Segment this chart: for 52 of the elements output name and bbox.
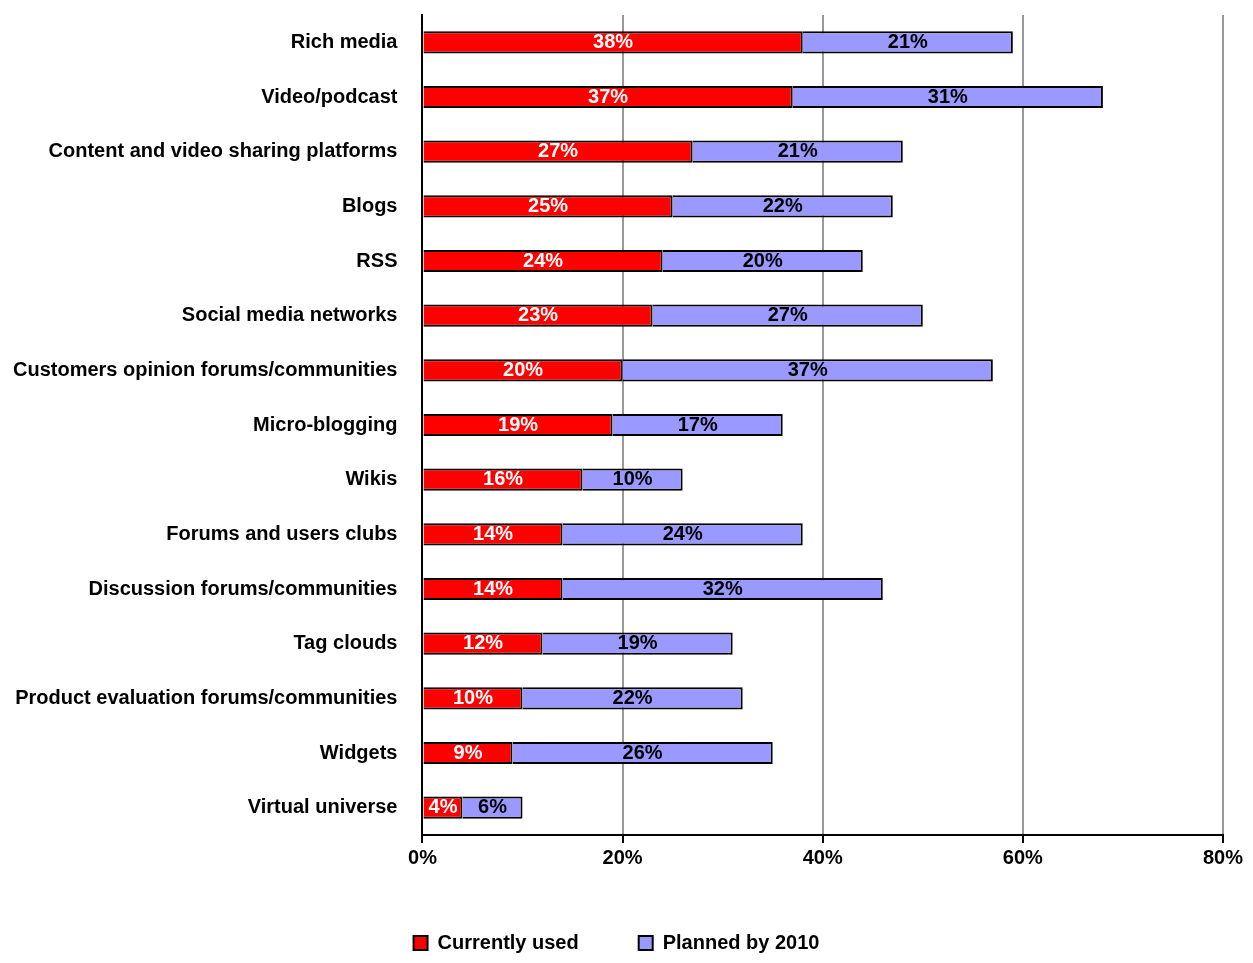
data-label: 23% <box>518 303 559 326</box>
data-label: 31% <box>927 84 969 107</box>
data-label: 19% <box>498 412 539 435</box>
y-tick-label: Widgets <box>319 740 398 763</box>
data-label: 21% <box>777 139 818 162</box>
y-tick-label: Product evaluation forums/communities <box>15 685 398 708</box>
data-label: 6% <box>478 795 508 818</box>
data-label: 20% <box>503 357 544 380</box>
x-tick-label: 0% <box>408 845 438 868</box>
data-label: 37% <box>588 84 629 107</box>
y-tick-label: Forums and users clubs <box>166 521 398 544</box>
y-tick-label: Micro-blogging <box>253 412 398 435</box>
data-label: 4% <box>428 795 458 818</box>
legend-label: Planned by 2010 <box>662 930 820 953</box>
data-label: 16% <box>483 467 524 490</box>
y-tick-label: Wikis <box>345 467 398 490</box>
data-label: 10% <box>453 685 494 708</box>
data-label: 24% <box>523 248 564 271</box>
y-tick-label: Content and video sharing platforms <box>48 139 398 162</box>
data-label: 9% <box>453 740 483 763</box>
data-label: 14% <box>473 521 514 544</box>
y-tick-label: Discussion forums/communities <box>88 576 398 599</box>
data-label: 12% <box>463 631 504 654</box>
y-tick-label: Blogs <box>341 193 398 216</box>
data-label: 32% <box>702 576 743 599</box>
legend-label: Currently used <box>437 930 579 953</box>
y-tick-label: RSS <box>356 248 398 271</box>
y-tick-label: Virtual universe <box>247 795 398 818</box>
data-label: 24% <box>662 521 703 544</box>
data-label: 25% <box>528 193 569 216</box>
y-tick-label: Rich media <box>290 29 399 52</box>
data-label: 27% <box>538 139 579 162</box>
y-tick-label: Customers opinion forums/communities <box>13 357 398 380</box>
data-label: 21% <box>887 29 929 52</box>
data-label: 22% <box>762 193 803 216</box>
y-tick-label: Video/podcast <box>261 84 398 107</box>
data-label: 22% <box>612 685 653 708</box>
x-tick-label: 40% <box>802 845 843 868</box>
data-label: 17% <box>677 412 718 435</box>
data-label: 26% <box>622 740 663 763</box>
data-label: 20% <box>742 248 783 271</box>
data-label: 10% <box>612 467 653 490</box>
data-label: 27% <box>767 303 808 326</box>
y-tick-label: Social media networks <box>181 303 398 326</box>
data-label: 37% <box>787 357 828 380</box>
data-label: 19% <box>617 631 658 654</box>
x-tick-label: 80% <box>1202 845 1244 868</box>
data-label: 14% <box>473 576 514 599</box>
data-label: 38% <box>593 29 634 52</box>
y-tick-label: Tag clouds <box>293 631 398 654</box>
x-tick-label: 60% <box>1002 845 1044 868</box>
x-tick-label: 20% <box>602 845 643 868</box>
